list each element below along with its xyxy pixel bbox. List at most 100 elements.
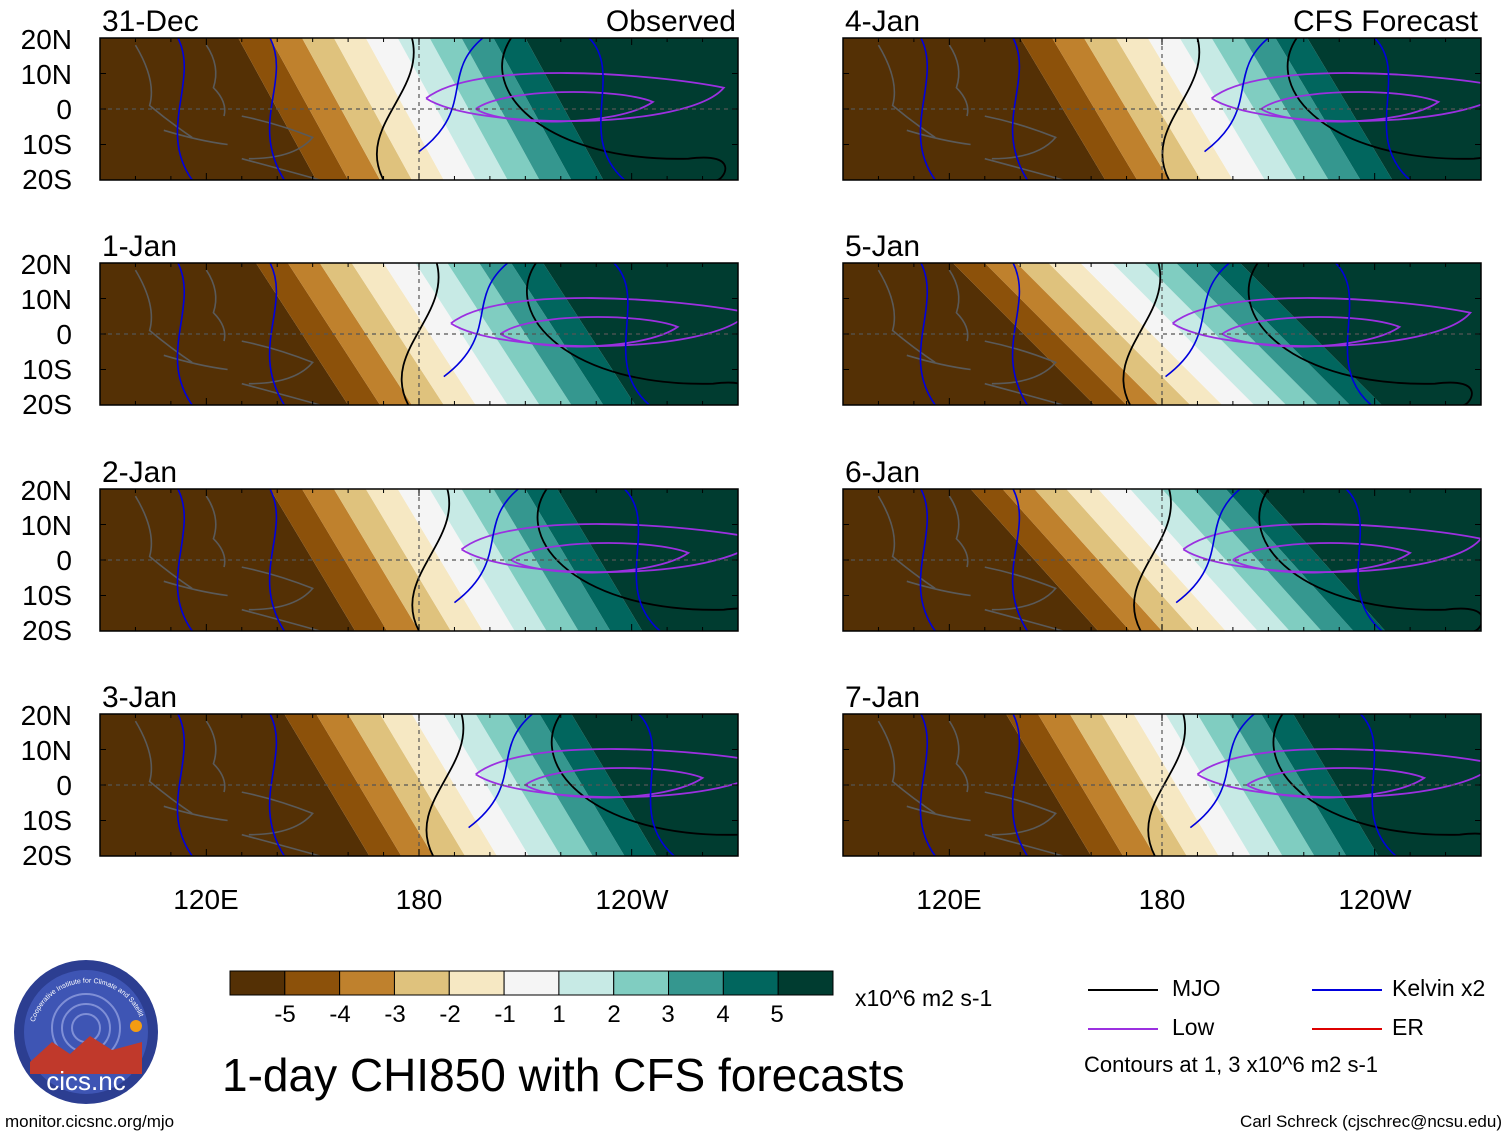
- figure-title: 1-day CHI850 with CFS forecasts: [222, 1049, 905, 1101]
- chi-band: [1162, 489, 1322, 631]
- legend-label-low: Low: [1172, 1014, 1215, 1040]
- panel-fill: [843, 263, 1481, 405]
- cics-logo[interactable]: Cooperative Institute for Climate and Sa…: [12, 958, 160, 1106]
- kelvin-contour: [588, 38, 626, 180]
- coastline: [877, 720, 936, 815]
- low-contour: [524, 767, 705, 799]
- panel-31-dec: [99, 37, 739, 181]
- mjo-contour: [536, 489, 738, 611]
- colorbar-tick-label: -5: [274, 1001, 295, 1028]
- y-tick-label: 0: [56, 94, 72, 125]
- panel-fill: [100, 489, 738, 631]
- kelvin-contour: [1359, 714, 1397, 856]
- kelvin-contour: [1011, 714, 1028, 856]
- y-tick-label: 20S: [22, 164, 72, 195]
- panel-fill: [100, 714, 738, 856]
- kelvin-contour: [418, 38, 484, 153]
- panel-date-2-jan: 2-Jan: [102, 456, 177, 489]
- panel-date-7-jan: 7-Jan: [845, 681, 920, 714]
- coastline: [205, 495, 226, 568]
- coastline: [984, 382, 1063, 405]
- low-contour: [1232, 542, 1412, 574]
- coastline: [906, 805, 971, 822]
- chi-band: [984, 263, 1159, 405]
- chi-band: [1034, 489, 1194, 631]
- colorbar-tick-label: -1: [494, 1001, 515, 1028]
- coastline: [134, 44, 193, 139]
- kelvin-contour: [268, 714, 285, 856]
- panel-date-6-jan: 6-Jan: [845, 456, 920, 489]
- x-tick-label-120w-right: 120W: [1338, 884, 1412, 915]
- panel-date-5-jan: 5-Jan: [845, 230, 920, 263]
- coastline: [205, 720, 226, 793]
- legend-swatch-low: [1088, 1028, 1158, 1030]
- chi-band: [100, 489, 356, 631]
- mjo-contour: [1272, 714, 1481, 836]
- kelvin-contour: [919, 263, 936, 405]
- y-tick-label: 20N: [21, 700, 72, 731]
- y-tick-label: 20S: [22, 389, 72, 420]
- chi-band: [1193, 489, 1354, 631]
- colorbar-swatch: [613, 970, 670, 996]
- footer-url[interactable]: monitor.cicsnc.org/mjo: [5, 1112, 175, 1131]
- coastline: [984, 157, 1063, 180]
- kelvin-contour: [919, 714, 936, 856]
- chi-band: [1006, 714, 1124, 856]
- coastline: [205, 44, 226, 117]
- panel-2-jan: [99, 488, 739, 632]
- kelvin-contour: [1011, 489, 1028, 631]
- footer-author[interactable]: Carl Schreck (cjschrec@ncsu.edu): [1240, 1112, 1502, 1131]
- coastline: [163, 805, 228, 822]
- mjo-contour: [1247, 263, 1473, 405]
- y-tick-label: 0: [56, 319, 72, 350]
- chi-band: [1144, 263, 1318, 405]
- colorbar-tick-label: -4: [329, 1001, 350, 1028]
- y-tick-label: 20N: [21, 475, 72, 506]
- y-tick-label: 10N: [21, 735, 72, 766]
- mjo-contour: [1122, 263, 1162, 405]
- chi-band: [970, 489, 1131, 631]
- mjo-contour: [550, 714, 738, 836]
- x-tick-label-180-right: 180: [1139, 884, 1186, 915]
- kelvin-contour: [1011, 263, 1028, 405]
- panel-date-3-jan: 3-Jan: [102, 681, 177, 714]
- y-tick-label: 10N: [21, 284, 72, 315]
- chi-band: [1176, 263, 1350, 405]
- chi-band: [270, 489, 388, 631]
- colorbar-swatch: [558, 970, 615, 996]
- coastline: [948, 495, 969, 568]
- colorbar-swatch: [339, 970, 395, 996]
- y-tick-label: 0: [56, 770, 72, 801]
- kelvin-contour: [176, 38, 193, 180]
- coastline: [163, 129, 228, 146]
- x-tick-label-120w-left: 120W: [595, 884, 669, 915]
- mjo-contour: [376, 38, 415, 180]
- legend-swatch-kelvin: [1312, 989, 1382, 991]
- kelvin-contour: [268, 38, 285, 180]
- colorbar-swatch: [503, 970, 560, 996]
- kelvin-contour: [1189, 714, 1255, 829]
- panel-date-4-jan: 4-Jan: [845, 5, 920, 38]
- kelvin-contour: [176, 714, 193, 856]
- chi-band: [397, 489, 515, 631]
- chi-band: [1225, 489, 1386, 631]
- kelvin-contour: [624, 489, 661, 631]
- kelvin-contour: [453, 489, 519, 604]
- chi-band: [1101, 714, 1219, 856]
- chi-band: [1229, 714, 1347, 856]
- coastline: [948, 44, 969, 117]
- y-axis-labels-row-2: 20N 10N 0 10S 20S: [21, 249, 72, 420]
- mjo-contour: [411, 489, 451, 631]
- low-contour: [1246, 767, 1427, 799]
- colorbar-swatch: [393, 970, 450, 996]
- coastline: [163, 580, 228, 597]
- kelvin-contour: [1165, 263, 1230, 378]
- x-tick-label-180-left: 180: [396, 884, 443, 915]
- coastline: [948, 720, 969, 793]
- mjo-contour: [400, 263, 440, 405]
- y-tick-label: 10N: [21, 510, 72, 541]
- panel-5-jan: [842, 262, 1482, 406]
- panel-fill: [100, 38, 738, 180]
- chi-band: [1080, 263, 1255, 405]
